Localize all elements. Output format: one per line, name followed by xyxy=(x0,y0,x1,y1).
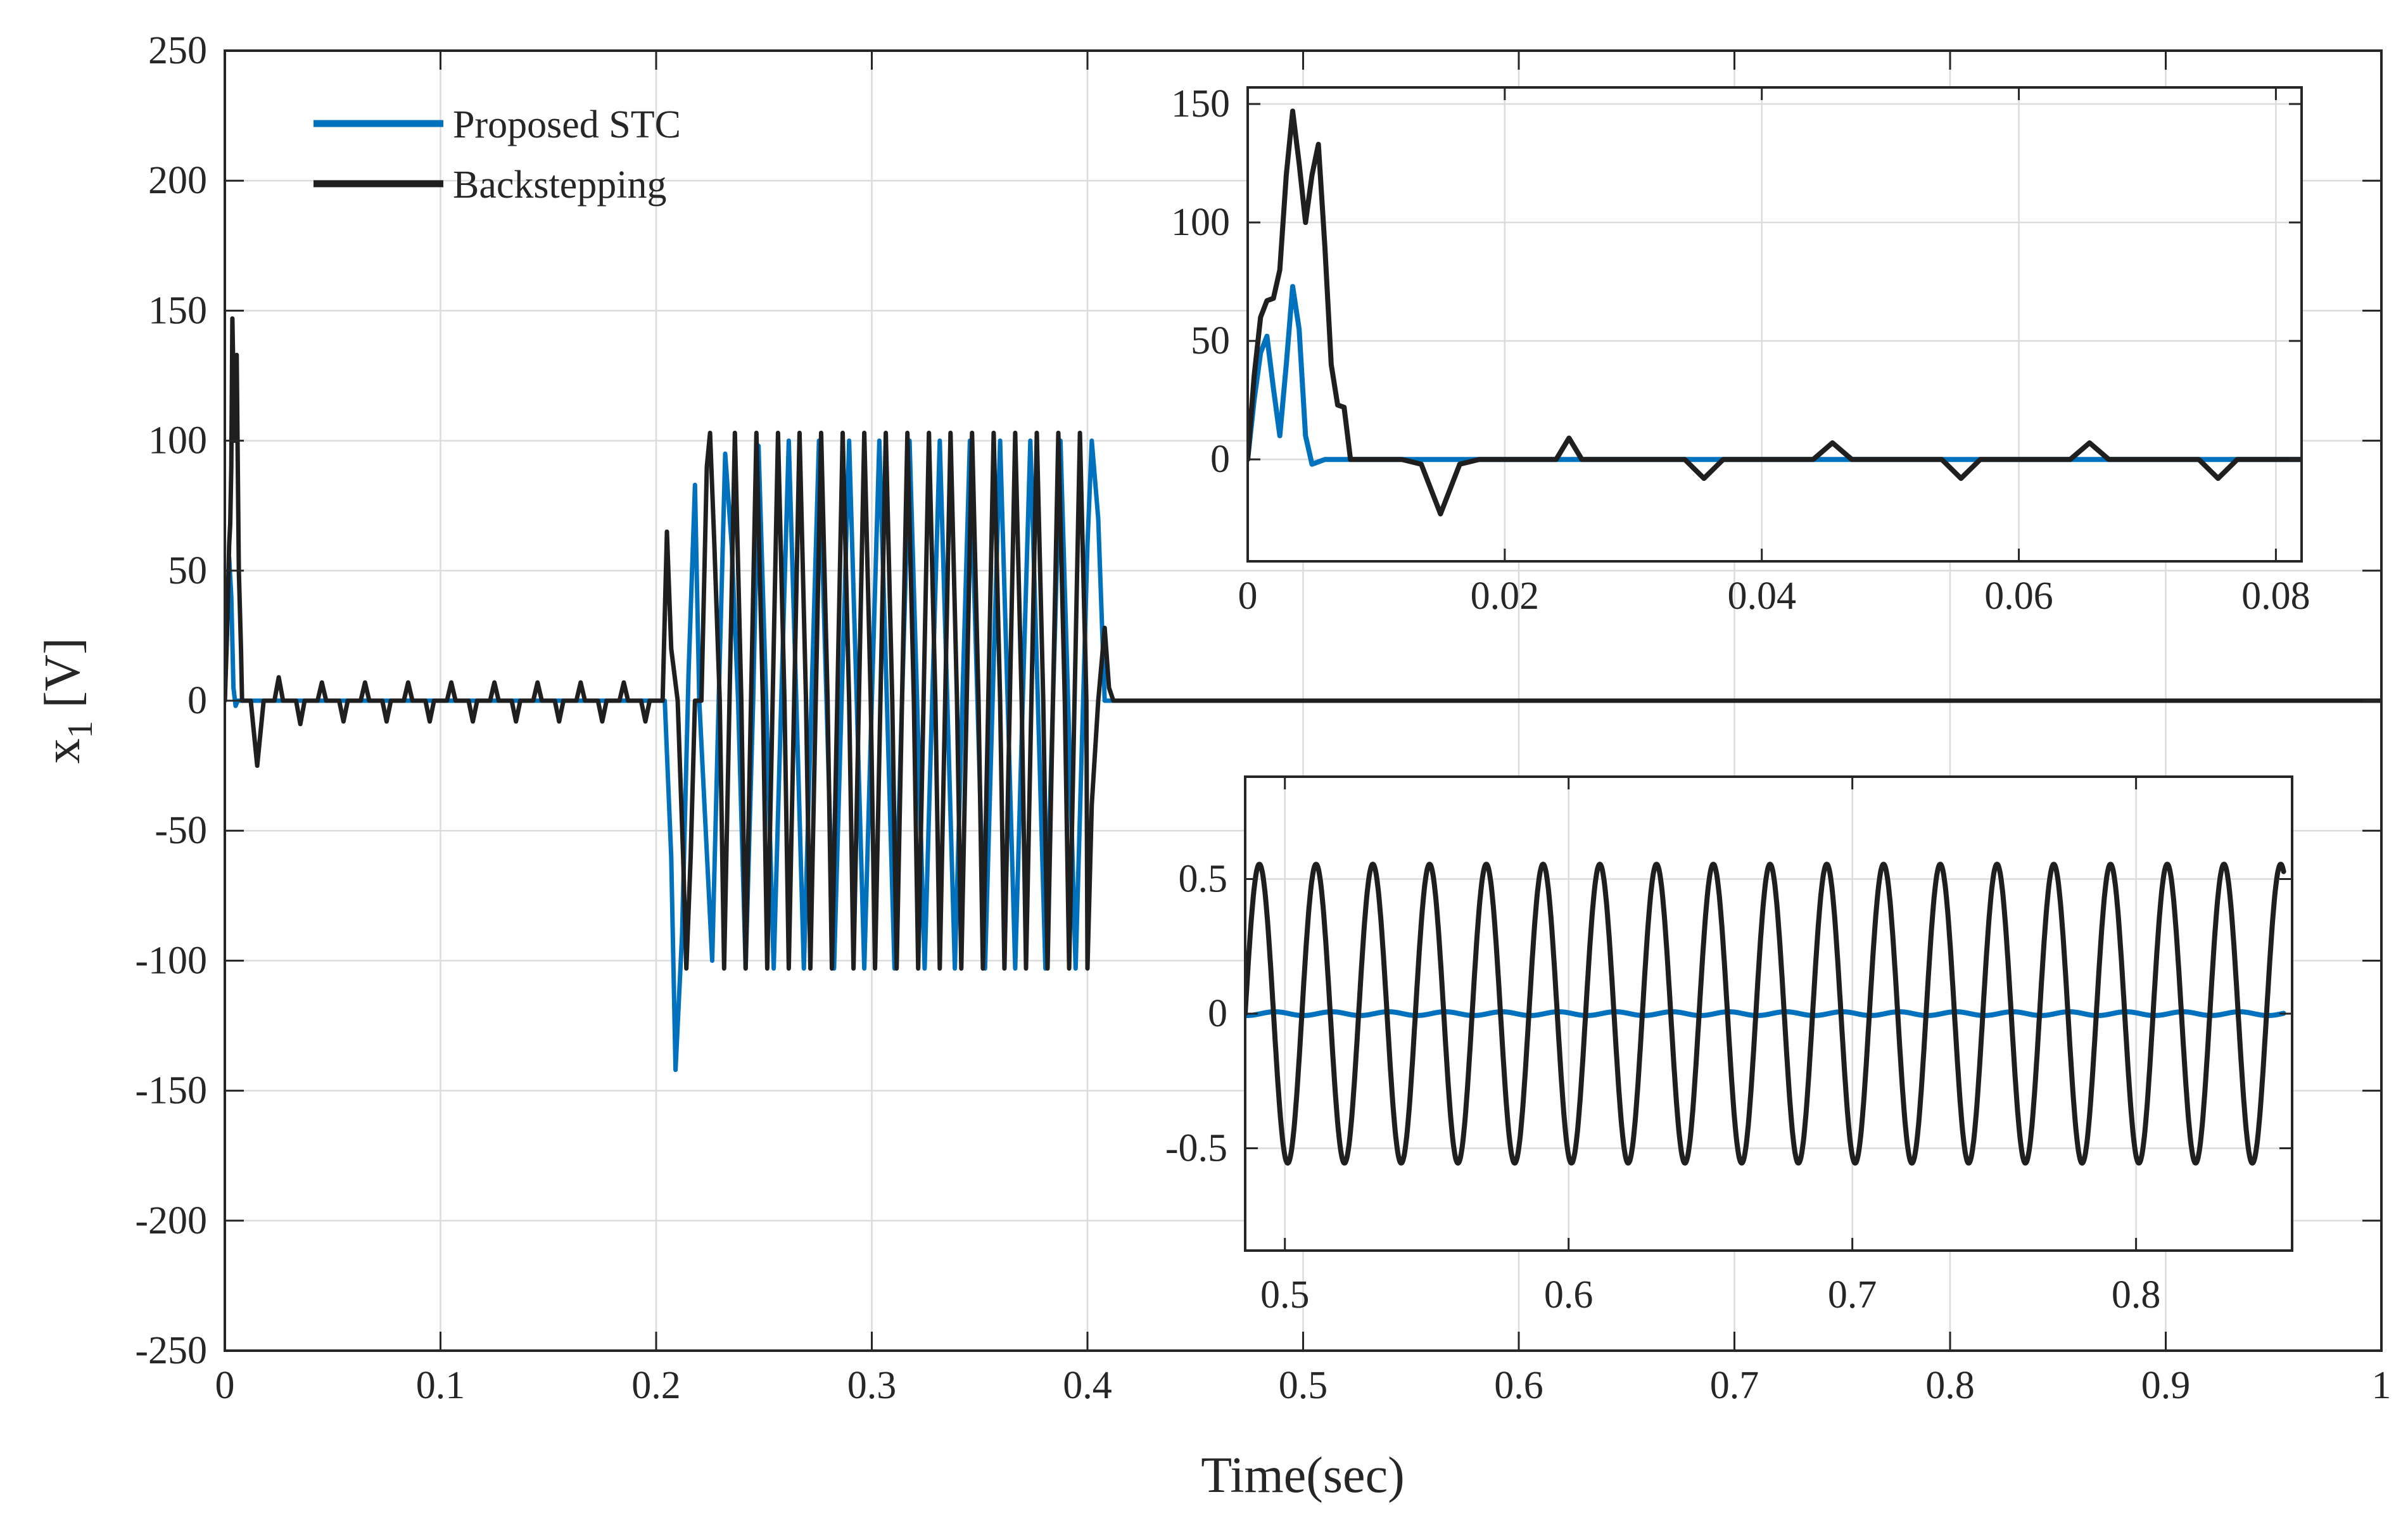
inset-top-y-tick-label: 0 xyxy=(1210,438,1230,481)
legend-label-backstepping: Backstepping xyxy=(453,163,667,207)
y-axis-title-main: x xyxy=(35,739,91,764)
inset-top-y-tick-label: 150 xyxy=(1171,82,1230,125)
main-x-tick-label: 0.9 xyxy=(2141,1364,2191,1407)
y-axis-title: x1 [V] xyxy=(35,637,100,763)
main-y-tick-label: -50 xyxy=(155,809,207,852)
inset-top-axes: 0 0.02 0.04 0.06 0.08 0 50 100 150 xyxy=(1171,82,2310,618)
main-y-tick-labels: -250 -200 -150 -100 -50 0 50 100 150 200 250 xyxy=(135,29,207,1372)
main-x-tick-label: 0.3 xyxy=(847,1364,897,1407)
main-ticks xyxy=(224,49,2383,1352)
inset-top-y-tick-label: 50 xyxy=(1191,319,1230,362)
main-y-tick-label: 100 xyxy=(148,419,207,462)
main-x-tick-label: 0.8 xyxy=(1925,1364,1975,1407)
main-y-tick-label: -250 xyxy=(135,1329,207,1372)
inset-bottom-y-tick-label: 0 xyxy=(1208,992,1227,1035)
main-x-tick-label: 0.7 xyxy=(1710,1364,1759,1407)
inset-top-x-tick-labels: 0 0.02 0.04 0.06 0.08 xyxy=(1238,575,2310,618)
main-x-tick-labels: 0 0.1 0.2 0.3 0.4 0.5 0.6 0.7 0.8 0.9 1 xyxy=(215,1364,2392,1407)
inset-top-ticks xyxy=(1246,87,2302,561)
y-axis-title-subscript: 1 xyxy=(61,721,100,739)
main-series-backstepping xyxy=(225,316,2381,971)
inset-top-x-tick-label: 0.04 xyxy=(1727,575,1796,618)
inset-top-series-backstepping xyxy=(1248,108,2302,517)
inset-top-series-proposed-stc xyxy=(1248,284,2302,467)
legend-label-proposed: Proposed STC xyxy=(453,103,681,146)
inset-bottom-x-tick-label: 0.7 xyxy=(1828,1273,1877,1316)
inset-bottom-series-proposed-stc xyxy=(1245,1009,2286,1018)
main-x-tick-label: 0.2 xyxy=(631,1364,681,1407)
inset-bottom-x-tick-label: 0.6 xyxy=(1544,1273,1594,1316)
main-x-tick-label: 0.1 xyxy=(416,1364,466,1407)
inset-top-x-tick-label: 0 xyxy=(1238,575,1258,618)
main-y-tick-label: 0 xyxy=(187,679,207,722)
main-plot-area xyxy=(225,316,2381,1073)
inset-bottom-x-tick-labels: 0.5 0.6 0.7 0.8 xyxy=(1260,1273,2160,1316)
inset-bottom-axes: 0.5 0.6 0.7 0.8 -0.5 0 0.5 xyxy=(1165,775,2293,1316)
main-y-tick-label: 250 xyxy=(148,29,207,72)
inset-top-y-tick-label: 100 xyxy=(1171,201,1230,244)
main-y-tick-label: -100 xyxy=(135,939,207,982)
inset-top-y-tick-labels: 0 50 100 150 xyxy=(1171,82,1230,481)
inset-top-background xyxy=(1248,87,2302,561)
main-x-tick-label: 0.6 xyxy=(1494,1364,1543,1407)
inset-bottom-series-backstepping xyxy=(1245,862,2286,1166)
inset-top-x-tick-label: 0.06 xyxy=(1984,575,2053,618)
main-y-tick-label: -200 xyxy=(135,1199,207,1242)
main-y-tick-label: 50 xyxy=(168,549,207,592)
inset-top-x-tick-label: 0.02 xyxy=(1471,575,1540,618)
inset-bottom-y-tick-label: -0.5 xyxy=(1165,1127,1227,1170)
inset-bottom-x-tick-label: 0.5 xyxy=(1260,1273,1310,1316)
main-y-tick-label: 150 xyxy=(148,289,207,332)
main-x-tick-label: 1 xyxy=(2372,1364,2392,1407)
x-axis-title: Time(sec) xyxy=(1201,1448,1404,1503)
inset-top-plot-area xyxy=(1248,108,2302,517)
inset-top-frame xyxy=(1246,86,2303,563)
inset-bottom-y-tick-labels: -0.5 0 0.5 xyxy=(1165,858,1227,1170)
main-x-tick-label: 0 xyxy=(215,1364,235,1407)
main-y-tick-label: -150 xyxy=(135,1069,207,1112)
inset-bottom-ticks xyxy=(1245,777,2292,1251)
inset-bottom-x-tick-label: 0.8 xyxy=(2112,1273,2161,1316)
inset-bottom-plot-area xyxy=(1245,862,2286,1166)
main-x-tick-label: 0.4 xyxy=(1063,1364,1112,1407)
y-axis-title-unit: [V] xyxy=(35,637,91,708)
main-y-tick-label: 200 xyxy=(148,159,207,202)
main-x-tick-label: 0.5 xyxy=(1279,1364,1328,1407)
inset-top-x-tick-label: 0.08 xyxy=(2241,575,2310,618)
legend: Proposed STC Backstepping xyxy=(314,103,681,207)
inset-bottom-y-tick-label: 0.5 xyxy=(1179,858,1228,901)
